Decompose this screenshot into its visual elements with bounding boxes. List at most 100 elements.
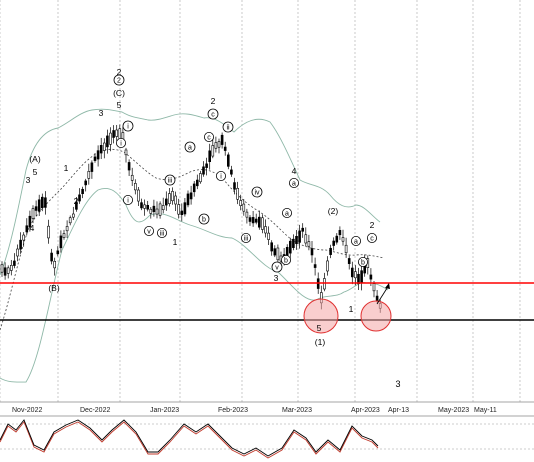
candle-body <box>168 193 171 204</box>
candle-body <box>155 208 159 215</box>
candle-body <box>161 205 165 211</box>
candle-body <box>146 204 149 210</box>
candle-body <box>251 217 255 224</box>
candle-body <box>137 189 140 202</box>
candle-body <box>310 248 314 256</box>
x-tick-label: Apr-2023 <box>351 407 380 414</box>
circled-wave-marker <box>184 141 196 153</box>
candle-body <box>257 216 261 228</box>
circled-wave-label: c <box>207 135 211 142</box>
candle-body <box>223 146 227 151</box>
x-axis: Nov-2022 Dec-2022 Jan-2023 Feb-2023 Mar-2023… <box>0 401 534 414</box>
circled-wave-marker <box>366 232 377 243</box>
wave-label: 5 <box>317 323 322 333</box>
lower-band <box>0 187 389 383</box>
stochastic-panel <box>0 415 534 459</box>
candle-body <box>149 208 153 214</box>
candle-body <box>115 129 118 137</box>
circled-wave-marker <box>198 213 210 225</box>
wave-label: (B) <box>48 283 60 293</box>
wave-label: 2 <box>211 96 216 106</box>
candle-body <box>329 247 332 255</box>
candle-body <box>288 240 292 254</box>
candle-body <box>171 191 174 202</box>
candle-body <box>261 217 264 230</box>
candle-body <box>347 258 351 264</box>
candle-body <box>112 130 115 138</box>
candle-body <box>196 179 199 187</box>
candle-body <box>40 196 44 209</box>
candle-body <box>19 239 22 250</box>
candle-body <box>180 210 184 216</box>
candle-body <box>199 173 202 183</box>
candle-body <box>344 244 348 254</box>
candle-body <box>236 187 239 200</box>
candle-body <box>301 227 305 232</box>
x-tick-label: Dec-2022 <box>80 407 110 414</box>
candle-body <box>350 267 354 278</box>
candle-body <box>152 205 156 212</box>
candle-body <box>360 270 363 283</box>
candle-body <box>335 235 339 243</box>
candle-body <box>214 142 218 149</box>
wave-label: 1 <box>349 304 354 314</box>
candle-body <box>239 200 242 207</box>
candle-body <box>37 199 41 212</box>
highlight-circle <box>303 298 339 334</box>
circled-wave-marker <box>203 131 214 142</box>
candle-body <box>134 183 137 191</box>
circled-wave-label: i <box>127 124 129 131</box>
candle-body <box>338 230 342 236</box>
wave-label: 3 <box>274 273 279 283</box>
candle-body <box>242 203 246 212</box>
candle-body <box>174 195 177 205</box>
candle-body <box>22 234 26 241</box>
wave-label: (1) <box>315 337 326 347</box>
x-tick-label: May-2023 <box>438 407 469 414</box>
horizontal-levels <box>0 282 534 321</box>
candle-body <box>354 271 357 279</box>
candle-body <box>341 237 345 242</box>
projection-arrowhead <box>385 283 390 289</box>
wave-label: 2 <box>74 196 79 206</box>
circled-wave-marker <box>281 207 292 218</box>
candle-body <box>31 208 35 219</box>
wave-label: (C) <box>113 88 125 98</box>
candle-body <box>183 202 187 215</box>
candle-body <box>220 134 224 145</box>
candle-body <box>254 218 258 223</box>
candle-body <box>72 213 75 218</box>
candle-body <box>90 162 94 172</box>
circled-wave-label: ii <box>226 125 230 132</box>
candle-body <box>96 150 100 160</box>
circled-wave-label: i <box>127 198 129 205</box>
circled-wave-marker <box>156 227 167 238</box>
circled-wave-marker <box>215 170 226 181</box>
candle-body <box>47 225 50 239</box>
candle-body <box>298 230 301 243</box>
candle-body <box>44 197 47 208</box>
candle-body <box>68 217 72 224</box>
circled-wave-marker <box>143 225 154 236</box>
wave-label: 3 <box>26 175 31 185</box>
x-tick-label: Mar-2023 <box>282 407 312 414</box>
candle-body <box>208 150 211 162</box>
candle-body <box>59 235 63 249</box>
wave-label: 1 <box>64 163 69 173</box>
circled-wave-marker <box>240 232 251 243</box>
wave-label: 4 <box>292 166 297 176</box>
circled-wave-marker <box>280 254 291 265</box>
circled-wave-label: a <box>292 181 296 188</box>
candle-body <box>205 163 208 168</box>
x-tick-label: Nov-2022 <box>12 407 42 414</box>
wave-label: (2) <box>328 206 339 216</box>
candle-body <box>140 202 143 209</box>
wave-label: 4 <box>30 223 35 233</box>
circled-wave-marker <box>222 121 234 133</box>
candle-body <box>50 252 53 262</box>
circled-wave-marker <box>116 137 127 148</box>
wave-label: 3 <box>395 379 400 389</box>
x-tick-label: Jan-2023 <box>150 407 179 414</box>
